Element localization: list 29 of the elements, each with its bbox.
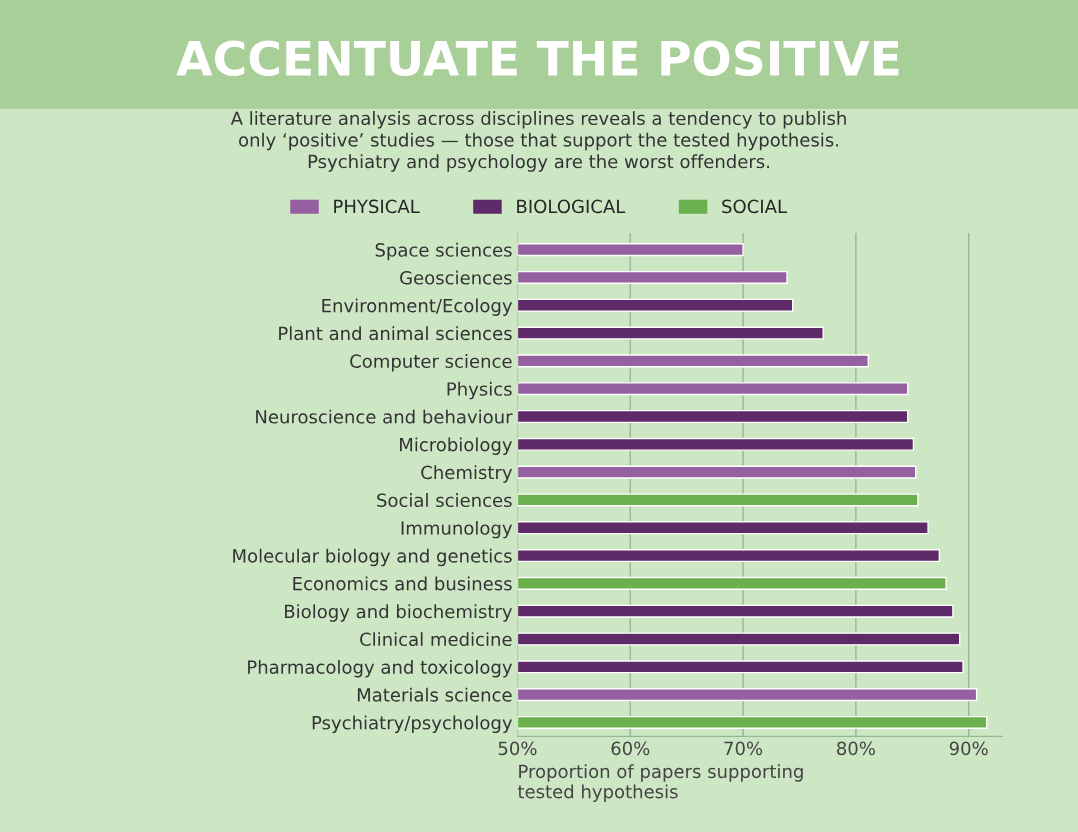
y-tick-label: Economics and business [293,576,512,591]
y-tick-label: Physics [447,381,512,400]
y-tick-label: Pharmacology and toxicology [248,659,513,678]
legend-label: SOCIAL [722,199,787,214]
legend-label: PHYSICAL [334,199,420,214]
y-tick-label: Immunology [401,520,513,539]
chart-subtitle: A literature analysis across disciplines reveals a tendency to publish only ‘positive’ studies — those that support the tested hypothesis. Psychiatry and psychology are the worst offenders. [230,111,846,172]
y-tick-label: Environment/Ecology [322,298,513,316]
y-tick-label: Social sciences [377,493,512,508]
y-tick-label: Space sciences [375,242,512,261]
y-tick-label: Clinical medicine [360,632,512,647]
y-tick-label: Psychiatry/psychology [312,715,513,734]
chart-title: ACCENTUATE THE POSITIVE [176,40,899,77]
y-tick-label: Plant and animal sciences [279,326,512,341]
y-tick-label: Computer science [350,354,512,372]
y-tick-label: Neuroscience and behaviour [256,409,513,424]
x-tick-label: 90% [949,741,988,756]
x-axis-title: Proportion of papers supporting tested hypothesis [517,764,803,802]
y-tick-label: Chemistry [421,465,513,483]
x-tick-label: 50% [498,741,537,756]
y-tick-label: Molecular biology and genetics [233,548,512,567]
x-tick-label: 70% [724,741,763,756]
y-tick-label: Materials science [357,687,512,702]
x-tick-label: 80% [837,741,875,756]
x-tick-label: 60% [611,741,650,756]
y-tick-label: Microbiology [400,437,513,455]
legend-label: BIOLOGICAL [517,199,626,214]
y-tick-label: Geosciences [400,270,512,285]
y-tick-label: Biology and biochemistry [285,604,513,622]
